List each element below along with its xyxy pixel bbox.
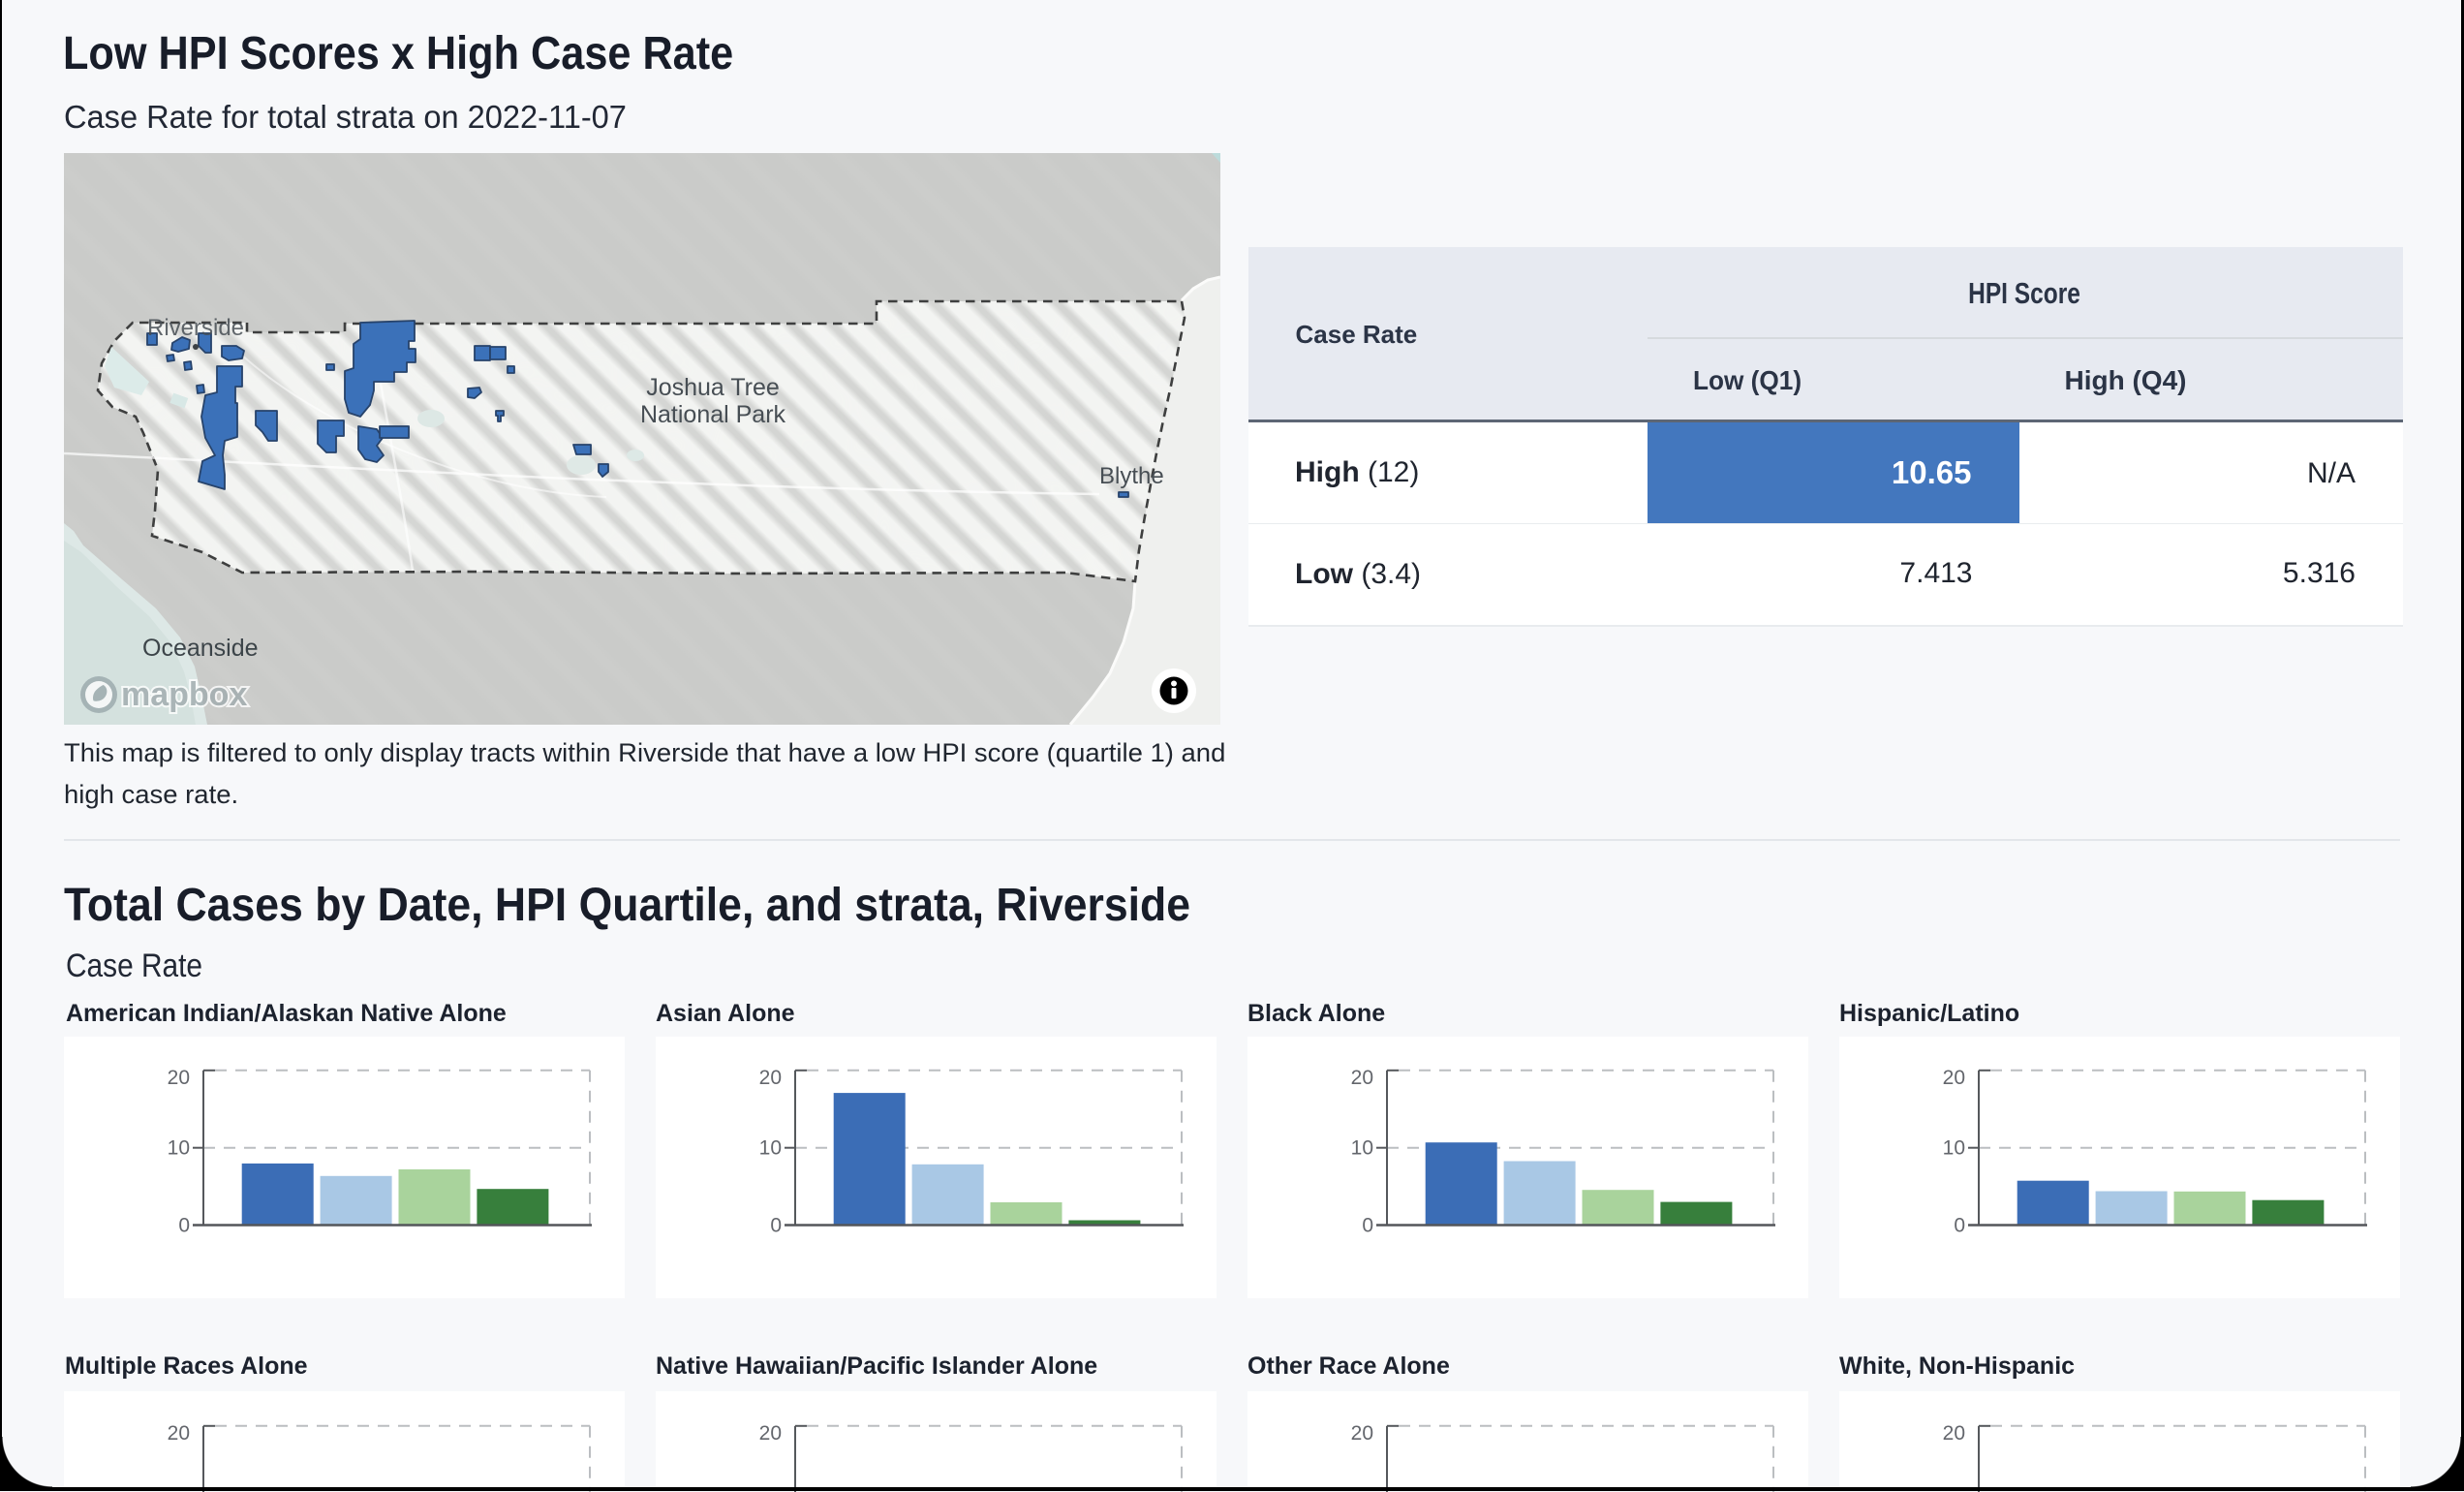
svg-text:0: 0	[1954, 1215, 1965, 1237]
svg-text:10: 10	[759, 1137, 782, 1160]
svg-text:National Park: National Park	[640, 401, 786, 428]
svg-text:10: 10	[168, 1137, 190, 1160]
svg-text:20: 20	[1351, 1067, 1373, 1089]
svg-text:20: 20	[759, 1067, 782, 1089]
svg-text:20: 20	[759, 1421, 782, 1444]
svg-text:20: 20	[1943, 1421, 1965, 1444]
svg-text:0: 0	[1362, 1215, 1373, 1237]
svg-text:mapbox: mapbox	[121, 676, 247, 713]
svg-text:10: 10	[1351, 1137, 1373, 1160]
svg-text:20: 20	[1351, 1421, 1373, 1444]
svg-text:Blythe: Blythe	[1099, 463, 1164, 489]
svg-text:Riverside: Riverside	[147, 315, 244, 341]
svg-text:20: 20	[1943, 1067, 1965, 1089]
svg-text:Joshua Tree: Joshua Tree	[646, 374, 780, 401]
svg-text:10: 10	[1943, 1137, 1965, 1160]
svg-text:Oceanside: Oceanside	[142, 635, 259, 662]
svg-text:20: 20	[168, 1067, 190, 1089]
svg-text:0: 0	[178, 1215, 190, 1237]
svg-text:0: 0	[770, 1215, 782, 1237]
svg-text:20: 20	[168, 1421, 190, 1444]
